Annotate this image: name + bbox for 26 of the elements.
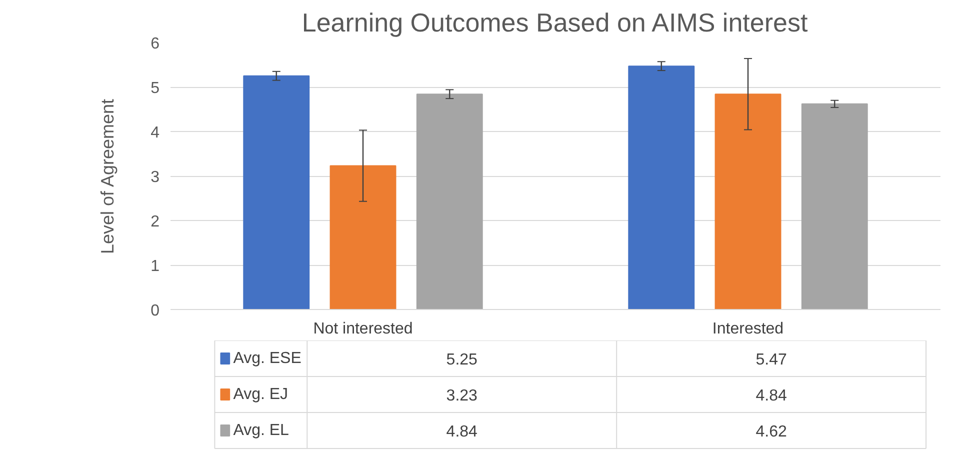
y-tick-label: 2 (150, 214, 160, 230)
data-label: 5.25 (446, 352, 478, 368)
bar (801, 103, 868, 310)
bar (416, 94, 483, 310)
x-tick-label: Not interested (313, 320, 413, 338)
data-label: 4.84 (446, 424, 478, 440)
legend-label: Avg. EJ (233, 386, 288, 403)
y-tick-label: 5 (150, 80, 160, 97)
y-tick-label: 1 (150, 258, 160, 275)
bar (628, 66, 695, 310)
y-axis-title: Level of Agreement (98, 98, 118, 254)
data-label: 4.84 (756, 388, 787, 404)
bar (330, 165, 396, 310)
data-label: 5.47 (756, 352, 787, 368)
y-tick-label: 0 (150, 302, 160, 320)
legend-label: Avg. ESE (233, 350, 302, 367)
bar (714, 94, 782, 310)
y-tick-label: 6 (150, 36, 160, 52)
y-tick-label: 4 (150, 124, 160, 142)
legend-label: Avg. EL (233, 422, 290, 439)
y-tick-label: 3 (150, 169, 160, 186)
x-tick-label: Interested (712, 320, 784, 338)
data-label: 4.62 (756, 424, 787, 440)
data-label: 3.23 (446, 388, 478, 404)
chart-title: Learning Outcomes Based on AIMS interest (302, 8, 808, 38)
bar (243, 75, 310, 310)
